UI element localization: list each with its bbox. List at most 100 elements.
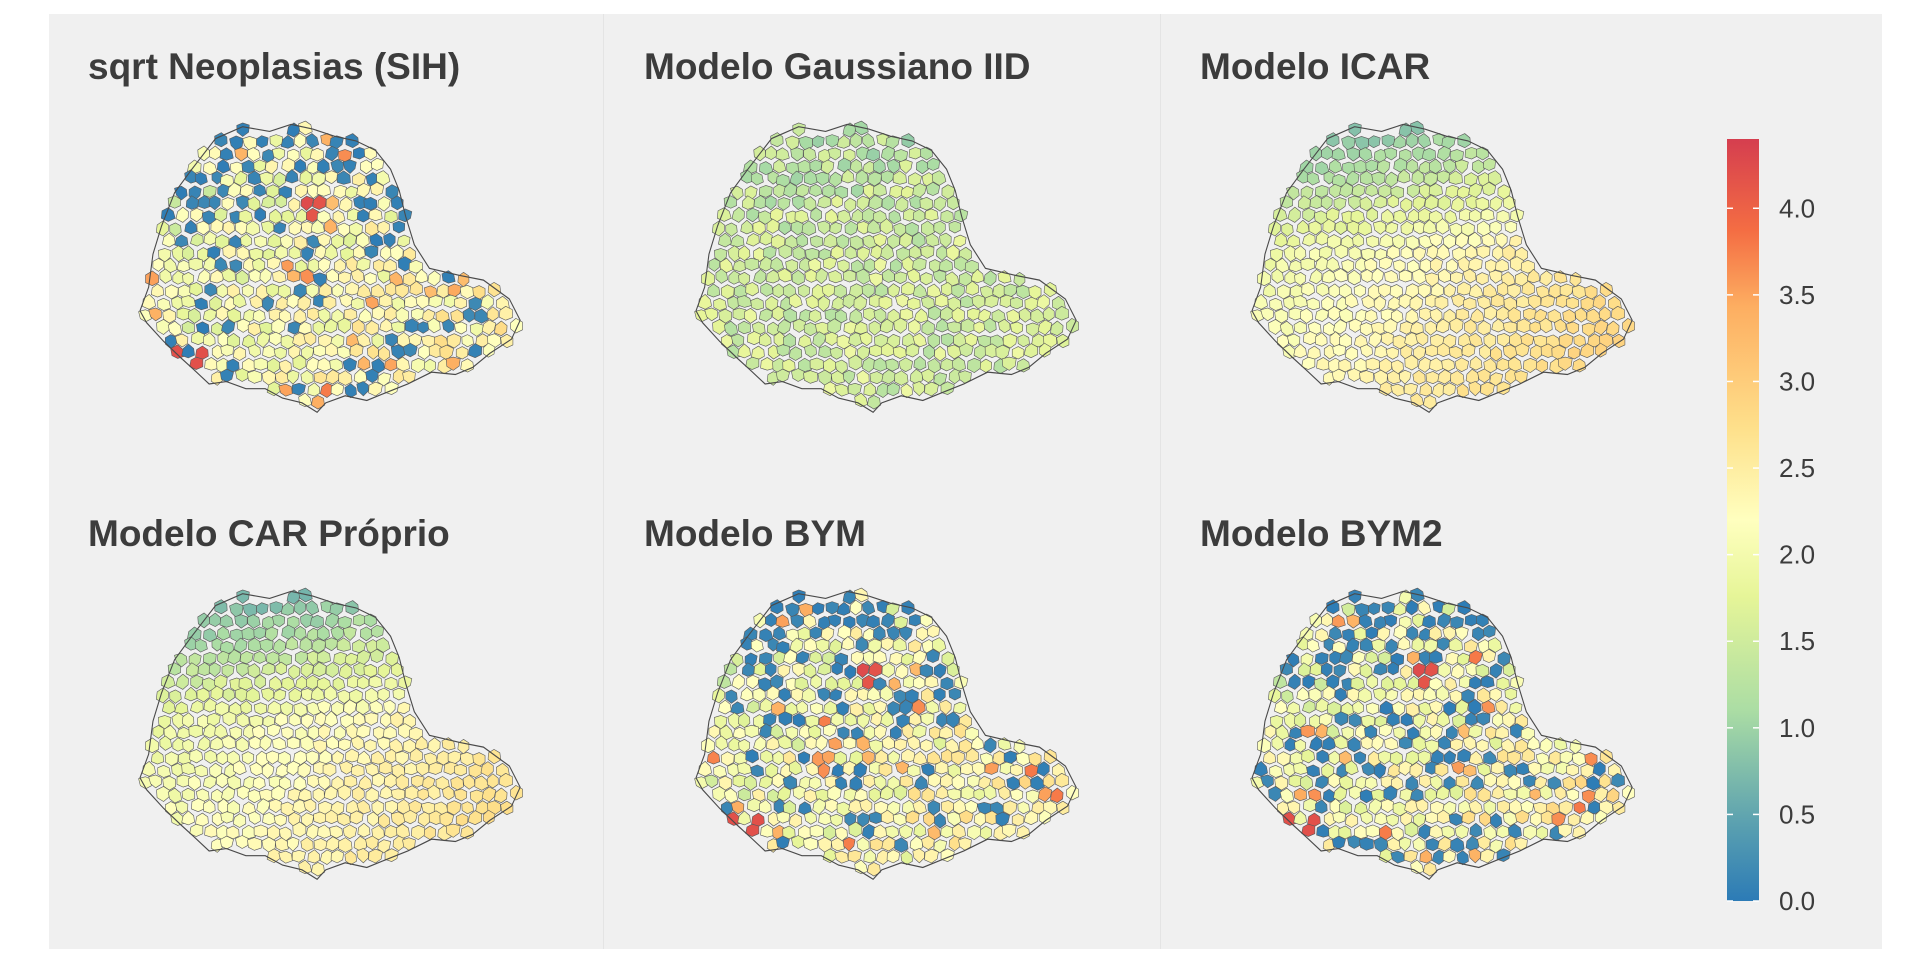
municipality-region [922, 344, 935, 360]
municipality-region [747, 331, 761, 345]
municipality-region [746, 674, 760, 690]
municipality-region [866, 219, 881, 235]
municipality-region [148, 774, 162, 789]
municipality-region [1502, 662, 1516, 678]
municipality-region [1322, 218, 1336, 234]
municipality-region [454, 764, 467, 777]
municipality-region [1495, 232, 1508, 248]
municipality-region [184, 686, 198, 702]
municipality-region [349, 810, 364, 825]
municipality-region [323, 785, 338, 801]
municipality-region [837, 259, 850, 273]
municipality-region [760, 824, 775, 838]
municipality-region [831, 763, 845, 778]
municipality-region [253, 626, 267, 640]
municipality-region [379, 785, 393, 800]
municipality-region [462, 774, 476, 790]
municipality-region [873, 724, 887, 740]
municipality-region [1480, 381, 1495, 397]
municipality-region [307, 307, 320, 322]
municipality-region [1415, 798, 1429, 814]
municipality-region [300, 735, 315, 752]
municipality-region [842, 736, 857, 750]
municipality-region [775, 147, 790, 161]
municipality-region [310, 147, 324, 162]
municipality-region [235, 662, 250, 677]
municipality-region [1359, 837, 1374, 851]
municipality-region [921, 835, 935, 850]
municipality-region [1299, 307, 1314, 324]
municipality-region [1417, 600, 1432, 616]
municipality-region [454, 321, 468, 335]
municipality-region [247, 147, 261, 162]
municipality-region [1320, 662, 1333, 678]
municipality-region [1393, 209, 1408, 224]
municipality-region [792, 122, 806, 137]
municipality-region [817, 220, 831, 235]
municipality-region [1465, 244, 1478, 259]
municipality-region [1424, 661, 1439, 677]
municipality-region [1399, 369, 1412, 385]
municipality-region [365, 368, 379, 383]
municipality-region [409, 280, 423, 296]
municipality-region [236, 785, 250, 800]
municipality-region [403, 342, 418, 358]
municipality-region [1454, 159, 1469, 174]
municipality-region [1385, 346, 1399, 360]
municipality-region [181, 810, 195, 826]
municipality-region [1328, 626, 1343, 641]
municipality-region [868, 194, 883, 210]
municipality-region [1001, 823, 1017, 838]
municipality-region [1450, 370, 1465, 386]
municipality-region [428, 762, 443, 775]
municipality-region [894, 663, 909, 680]
municipality-region [293, 775, 307, 791]
municipality-region [1269, 764, 1283, 778]
municipality-region [1611, 305, 1625, 321]
municipality-region [1348, 122, 1362, 137]
municipality-region [1422, 147, 1436, 162]
municipality-region [841, 169, 855, 184]
municipality-region [862, 823, 876, 840]
municipality-region [272, 614, 286, 628]
municipality-region [325, 268, 339, 283]
municipality-region [731, 206, 745, 223]
municipality-region [1271, 268, 1285, 284]
municipality-region [1376, 626, 1391, 642]
municipality-region [221, 268, 236, 283]
municipality-region [339, 293, 354, 308]
panel-modelo-icar: Modelo ICAR [1162, 14, 1718, 479]
municipality-region [1352, 700, 1365, 715]
municipality-region [273, 813, 287, 827]
municipality-region [935, 318, 949, 333]
municipality-region [1412, 369, 1426, 385]
municipality-region [210, 321, 225, 336]
municipality-region [239, 183, 254, 198]
municipality-region [1332, 344, 1346, 357]
municipality-region [1345, 637, 1360, 653]
municipality-group [138, 120, 523, 414]
municipality-region [1441, 358, 1456, 372]
municipality-region [872, 650, 887, 664]
municipality-region [162, 232, 176, 248]
municipality-region [329, 358, 344, 372]
municipality-region [797, 751, 811, 765]
state-outline [1251, 590, 1633, 881]
municipality-region [1299, 774, 1314, 791]
municipality-region [300, 268, 315, 285]
municipality-region [1385, 688, 1399, 702]
municipality-region [1425, 344, 1439, 357]
municipality-region [331, 750, 345, 765]
municipality-region [307, 774, 320, 789]
municipality-region [1450, 738, 1464, 751]
municipality-region [932, 737, 947, 751]
municipality-region [300, 662, 314, 678]
municipality-region [1341, 726, 1355, 740]
municipality-region [1418, 207, 1432, 223]
municipality-region [750, 764, 765, 778]
municipality-region [323, 318, 338, 334]
municipality-region [486, 773, 499, 789]
municipality-region [410, 825, 426, 840]
municipality-region [1419, 774, 1432, 789]
municipality-region [181, 787, 195, 802]
